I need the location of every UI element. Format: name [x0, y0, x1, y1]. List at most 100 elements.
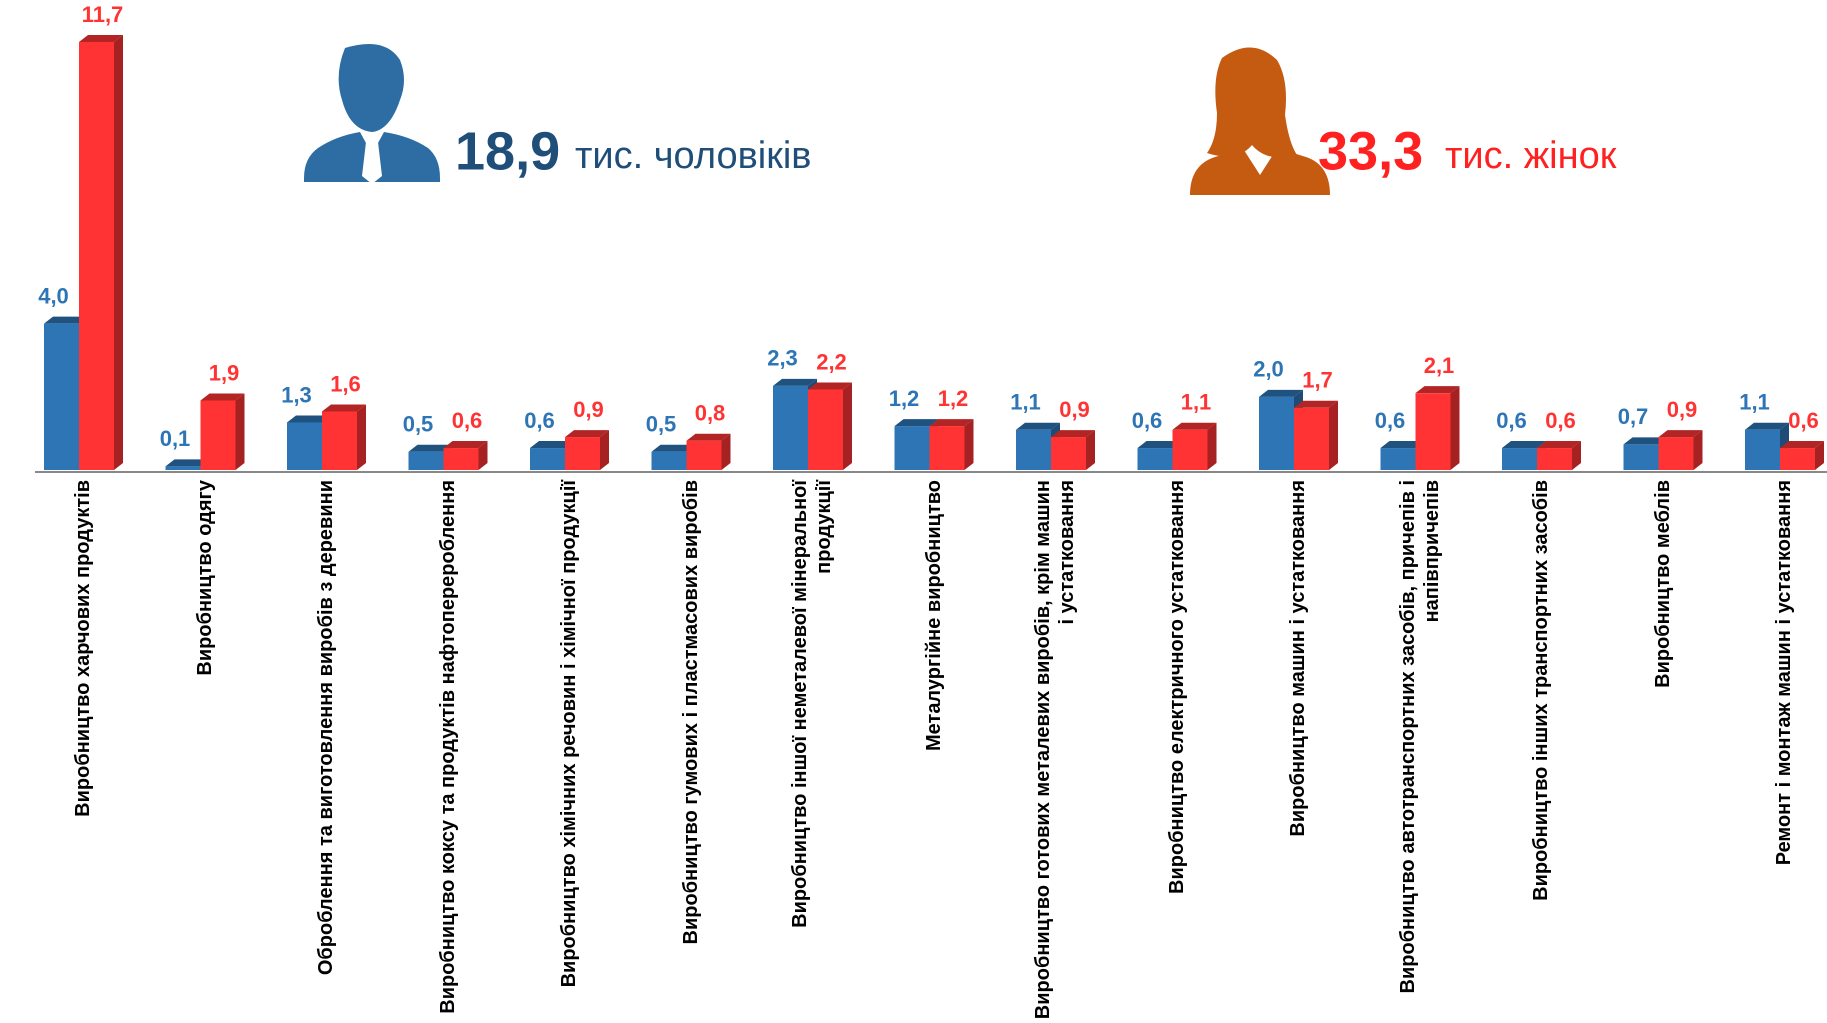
bar [808, 389, 843, 470]
bar-top [894, 419, 939, 427]
bar-side [478, 441, 488, 470]
bar-top [1658, 430, 1703, 438]
value-label: 0,1 [160, 426, 191, 451]
total-value: 33,3 [1318, 121, 1423, 181]
bar [287, 422, 322, 470]
category-label: Оброблення та виготовлення виробів з дер… [315, 480, 337, 976]
value-label: 2,1 [1424, 353, 1455, 378]
bar [530, 448, 565, 470]
category-label: Виробництво коксу та продуктів нафтопере… [436, 480, 459, 1014]
bar [1137, 448, 1173, 470]
bar [443, 448, 479, 470]
bar [565, 437, 600, 470]
bar-top [443, 441, 488, 449]
bar [200, 400, 236, 470]
value-label: 0,6 [1132, 408, 1163, 433]
bar-top [808, 382, 852, 390]
bar-side [1450, 386, 1460, 470]
bar-top [79, 34, 123, 42]
value-label: 0,9 [1059, 397, 1090, 422]
category-label: Виробництво хімічних речовин і хімічної … [558, 480, 580, 988]
bar-side [357, 404, 366, 470]
bar-top [1259, 389, 1303, 397]
bar-side [114, 34, 123, 470]
bar-side [843, 382, 852, 470]
bar-side [1207, 422, 1217, 470]
bar [651, 451, 687, 470]
bar-top [686, 433, 731, 441]
bar [773, 385, 808, 470]
category-label: Виробництво гумових і пластмасових вироб… [679, 480, 702, 945]
value-label: 0,5 [646, 412, 677, 437]
value-label: 1,6 [330, 371, 361, 396]
bar-side [721, 433, 731, 470]
bar [1051, 437, 1086, 470]
value-label: 4,0 [38, 283, 69, 308]
value-label: 1,1 [1010, 390, 1041, 415]
value-label: 0,6 [1545, 408, 1576, 433]
bar-top [530, 441, 574, 449]
bar-top [1415, 386, 1460, 394]
category-label: Виробництво меблів [1651, 480, 1674, 688]
bar [1172, 429, 1208, 470]
value-label: 1,1 [1739, 390, 1770, 415]
category-label: Ремонт і монтаж машин і устатковання [1773, 480, 1795, 866]
bar-side [1815, 441, 1824, 470]
bar-top [165, 459, 210, 467]
bar-top [1172, 422, 1217, 430]
value-label: 1,3 [281, 382, 312, 407]
value-label: 1,2 [938, 386, 969, 411]
total-text: тис. жінок [1445, 135, 1617, 177]
category-label: Виробництво одягу [193, 480, 216, 676]
bar [322, 411, 357, 470]
bar-side [1086, 430, 1095, 470]
category-label: Виробництво іншої неметалевої мінерально… [789, 480, 835, 928]
bar-top [1623, 437, 1668, 445]
value-label: 1,2 [889, 386, 920, 411]
value-label: 0,6 [524, 408, 555, 433]
bar [929, 426, 965, 470]
bar [1016, 429, 1051, 470]
value-label: 2,0 [1253, 357, 1284, 382]
bar-side [1329, 400, 1338, 470]
bar [1380, 448, 1416, 470]
bar-top [773, 378, 817, 386]
bar-top [200, 393, 245, 401]
value-label: 0,9 [1667, 397, 1698, 422]
category-label: Виробництво харчових продуктів [72, 480, 94, 817]
bar-top [1294, 400, 1338, 408]
bar [686, 440, 722, 470]
bar [165, 466, 201, 470]
value-label: 0,5 [403, 412, 434, 437]
bar-top [929, 419, 974, 427]
value-label: 0,6 [1788, 408, 1819, 433]
bar [1745, 429, 1780, 470]
bar [408, 451, 444, 470]
woman-icon [1190, 47, 1330, 195]
value-label: 2,2 [816, 349, 847, 374]
bar [79, 41, 114, 470]
category-label: Виробництво автотранспортних засобів, пр… [1396, 480, 1443, 994]
value-label: 1,1 [1181, 390, 1212, 415]
value-label: 0,7 [1618, 404, 1649, 429]
value-label: 0,6 [452, 408, 483, 433]
value-label: 0,8 [695, 401, 726, 426]
bar-side [235, 393, 245, 470]
bar-top [1780, 441, 1824, 449]
bar-top [1502, 441, 1546, 449]
bar [894, 426, 930, 470]
bar-top [1016, 422, 1060, 430]
bar [1502, 448, 1537, 470]
bar-side [1693, 430, 1703, 470]
bar [1623, 444, 1659, 470]
category-label: Виробництво інших транспортних засобів [1530, 480, 1552, 901]
bar [1294, 407, 1329, 470]
bar [1537, 448, 1572, 470]
bar-side [600, 430, 609, 470]
bar-top [408, 444, 453, 452]
bar-top [1380, 441, 1425, 449]
value-label: 2,3 [767, 346, 798, 371]
category-label: Виробництво електричного устатковання [1165, 480, 1188, 894]
bar-side [964, 419, 974, 470]
bar [1259, 396, 1294, 470]
